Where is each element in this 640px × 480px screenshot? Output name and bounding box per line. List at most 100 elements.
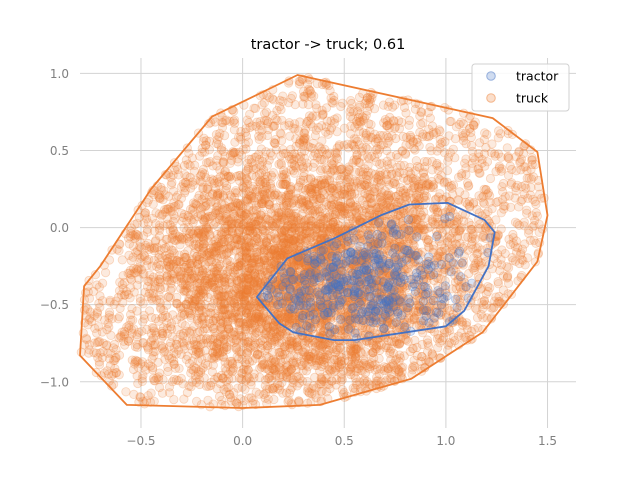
point-truck [242, 233, 252, 243]
point-truck [195, 255, 205, 265]
point-truck [170, 165, 180, 175]
point-truck [346, 320, 357, 330]
point-truck [518, 148, 529, 158]
point-truck [367, 358, 377, 368]
point-truck [427, 216, 437, 226]
point-truck [325, 185, 335, 195]
point-truck [418, 289, 429, 299]
point-truck [219, 292, 229, 302]
point-truck [130, 342, 141, 352]
point-truck [339, 206, 350, 216]
point-truck [383, 364, 393, 374]
point-truck [361, 360, 372, 370]
point-truck [517, 255, 527, 265]
point-truck [246, 269, 256, 279]
point-truck [373, 266, 384, 276]
point-truck [311, 260, 321, 271]
point-truck [458, 256, 468, 266]
point-truck [184, 212, 194, 222]
point-truck [150, 346, 160, 357]
point-truck [387, 241, 397, 251]
point-truck [498, 178, 509, 189]
point-truck [299, 258, 309, 268]
point-truck [405, 134, 416, 144]
point-truck [350, 373, 361, 383]
point-truck [315, 155, 325, 165]
point-truck [437, 219, 447, 229]
point-truck [439, 178, 449, 188]
point-truck [194, 318, 204, 328]
point-truck [308, 272, 318, 282]
point-truck [280, 312, 290, 323]
point-truck [392, 274, 402, 284]
point-truck [347, 352, 357, 362]
point-truck [225, 390, 235, 400]
point-truck [191, 340, 201, 350]
point-truck [254, 169, 264, 179]
point-truck [379, 230, 390, 240]
point-truck [429, 256, 440, 266]
point-truck [198, 243, 208, 253]
point-truck [227, 282, 237, 292]
point-truck [306, 89, 316, 99]
point-truck [307, 255, 317, 265]
point-truck [239, 364, 249, 374]
point-truck [356, 307, 366, 317]
point-truck [249, 369, 259, 379]
point-truck [461, 169, 471, 180]
point-truck [277, 303, 287, 313]
point-truck [309, 349, 319, 359]
point-truck [296, 297, 306, 307]
point-truck [172, 264, 182, 274]
point-truck [229, 327, 239, 337]
point-truck [254, 125, 264, 136]
point-truck [184, 222, 194, 232]
point-truck [395, 209, 406, 219]
point-truck [472, 313, 483, 323]
point-truck [163, 270, 173, 280]
point-truck [322, 349, 332, 359]
point-truck [334, 237, 344, 247]
point-truck [301, 233, 311, 243]
point-truck [176, 233, 186, 244]
point-truck [92, 328, 102, 338]
point-truck [116, 290, 127, 300]
point-truck [293, 345, 304, 355]
point-truck [247, 333, 257, 343]
point-truck [167, 269, 177, 279]
point-truck [275, 179, 286, 189]
point-truck [217, 291, 227, 301]
point-truck [435, 224, 445, 234]
point-truck [183, 263, 193, 274]
point-truck [528, 172, 539, 182]
point-truck [218, 288, 228, 298]
point-truck [206, 380, 216, 391]
point-truck [261, 178, 271, 188]
point-truck [372, 178, 382, 188]
point-truck [391, 292, 402, 302]
point-truck [382, 131, 392, 141]
point-truck [430, 219, 440, 230]
point-truck [114, 246, 124, 256]
point-truck [365, 95, 375, 105]
point-truck [267, 221, 277, 231]
point-truck [490, 151, 500, 161]
point-truck [199, 239, 209, 249]
point-truck [139, 250, 149, 260]
point-truck [439, 302, 449, 312]
point-truck [318, 255, 329, 265]
point-truck [137, 376, 147, 386]
point-truck [516, 248, 526, 258]
point-truck [369, 239, 379, 249]
point-truck [383, 267, 393, 277]
point-truck [383, 245, 393, 255]
point-truck [444, 131, 454, 141]
point-truck [327, 269, 337, 279]
point-truck [399, 168, 409, 179]
scatter-points [76, 73, 549, 412]
point-truck [169, 259, 179, 269]
point-truck [176, 301, 186, 312]
point-truck [210, 242, 220, 252]
point-truck [448, 332, 458, 342]
